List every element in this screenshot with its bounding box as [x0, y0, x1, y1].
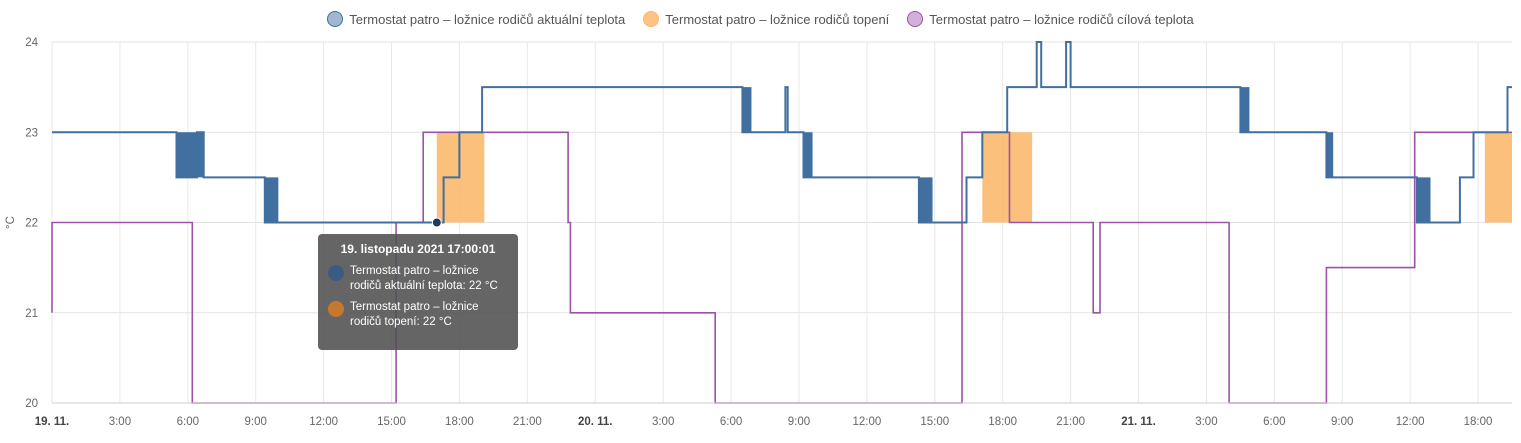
y-tick-label-22: 22	[25, 218, 38, 230]
legend-item-target-temp[interactable]: Termostat patro – ložnice rodičů cílová …	[907, 11, 1194, 27]
x-tick-label-12: 12:00	[852, 416, 881, 428]
tooltip-text-heating: Termostat patro – ložnice rodičů topení:…	[350, 301, 479, 328]
legend: Termostat patro – ložnice rodičů aktuáln…	[0, 6, 1521, 32]
x-tick-label-9: 3:00	[652, 416, 674, 428]
x-tick-label-21: 18:00	[1464, 416, 1493, 428]
x-tick-label-4: 12:00	[309, 416, 338, 428]
legend-item-current-temp[interactable]: Termostat patro – ložnice rodičů aktuáln…	[327, 11, 625, 27]
tooltip-text-current-temp: Termostat patro – ložnice rodičů aktuáln…	[350, 265, 498, 292]
y-tick-label-20: 20	[25, 398, 38, 410]
heating-series	[436, 132, 1512, 223]
legend-label-heating: Termostat patro – ložnice rodičů topení	[665, 11, 890, 27]
tooltip-row-heating: Termostat patro – ložnice rodičů topení:…	[328, 300, 508, 330]
target-temp-line	[51, 131, 1512, 404]
x-tick-label-14: 18:00	[988, 416, 1017, 428]
hover-marker	[431, 217, 442, 228]
legend-label-current-temp: Termostat patro – ložnice rodičů aktuáln…	[349, 11, 626, 27]
x-tick-label-18: 6:00	[1263, 416, 1285, 428]
x-tick-label-11: 9:00	[788, 416, 810, 428]
heating-block-2	[1484, 132, 1512, 223]
tooltip-row-current-temp: Termostat patro – ložnice rodičů aktuáln…	[328, 264, 508, 294]
x-tick-label-15: 21:00	[1056, 416, 1085, 428]
current-temp-band-3	[742, 87, 752, 133]
current-temp-band-5	[918, 177, 933, 223]
x-tick-label-2: 6:00	[177, 416, 199, 428]
x-tick-label-3: 9:00	[245, 416, 267, 428]
x-tick-label-20: 12:00	[1396, 416, 1425, 428]
legend-swatch-heating	[643, 11, 660, 27]
tooltip-dot-heating	[328, 301, 344, 317]
y-tick-label-23: 23	[25, 127, 38, 139]
x-tick-label-19: 9:00	[1331, 416, 1353, 428]
current-temp-line	[52, 41, 1512, 224]
axes: 20 21 22 23 24 19. 11. 3:00 6:00 9:00 12:00 15:00 1…	[5, 37, 1512, 428]
x-tick-label-6: 18:00	[445, 416, 474, 428]
x-tick-label-17: 3:00	[1195, 416, 1217, 428]
x-tick-label-5: 15:00	[377, 416, 406, 428]
legend-item-heating[interactable]: Termostat patro – ložnice rodičů topení	[643, 11, 889, 27]
legend-label-target-temp: Termostat patro – ložnice rodičů cílová …	[929, 11, 1194, 27]
x-tick-label-16: 21. 11.	[1121, 416, 1156, 428]
x-tick-label-7: 21:00	[513, 416, 542, 428]
current-temp-band-0	[176, 132, 197, 178]
current-temp-band-2	[264, 177, 279, 223]
current-temp-series	[52, 41, 1512, 224]
current-temp-band-8	[1416, 177, 1431, 223]
x-tick-label-10: 6:00	[720, 416, 742, 428]
x-tick-label-0: 19. 11.	[35, 416, 70, 428]
current-temp-band-6	[1240, 87, 1250, 133]
tooltip: 19. listopadu 2021 17:00:01 Termostat pa…	[318, 234, 518, 350]
x-tick-label-8: 20. 11.	[578, 416, 613, 428]
tooltip-title: 19. listopadu 2021 17:00:01	[340, 242, 496, 256]
x-tick-label-1: 3:00	[109, 416, 131, 428]
y-axis-label: °C	[5, 216, 17, 229]
current-temp-band-7	[1326, 132, 1334, 178]
legend-swatch-current-temp	[327, 11, 344, 27]
x-tick-label-13: 15:00	[920, 416, 949, 428]
current-temp-noise	[176, 87, 1431, 223]
heating-block-1	[982, 132, 1033, 223]
y-tick-label-24: 24	[25, 37, 38, 49]
tooltip-dot-current-temp	[328, 265, 344, 281]
target-temp-series	[51, 131, 1512, 404]
hover-point	[431, 217, 442, 228]
current-temp-band-4	[803, 132, 813, 178]
legend-swatch-target-temp	[907, 11, 924, 27]
y-tick-label-21: 21	[25, 308, 38, 320]
current-temp-band-1	[196, 132, 204, 178]
